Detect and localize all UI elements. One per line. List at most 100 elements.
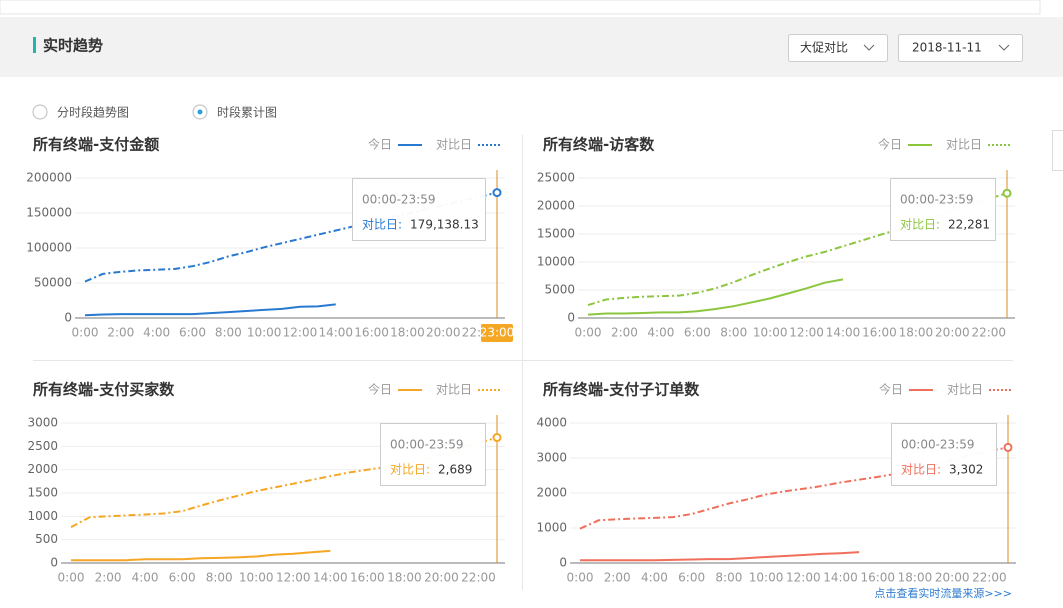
tooltip-value: 3,302	[949, 463, 983, 477]
y-tick-label: 2500	[27, 439, 58, 453]
crosshair-label: 23:00	[480, 326, 515, 340]
y-tick-label: 0	[64, 311, 72, 325]
x-tick-label: 12:00	[283, 326, 318, 340]
series-line	[580, 551, 860, 562]
tooltip-label: 对比日:	[900, 218, 940, 232]
x-tick-label: 4:00	[143, 326, 170, 340]
top-strip	[0, 0, 1041, 15]
tooltip-value: 22,281	[948, 218, 990, 232]
x-tick-label: 6:00	[684, 326, 711, 340]
x-tick-label: 14:00	[318, 326, 353, 340]
tooltip: 00:00-23:59 对比日: 179,138.13	[352, 178, 486, 241]
x-tick-label: 22:00	[971, 326, 1006, 340]
y-tick-label: 2000	[27, 462, 58, 476]
tooltip: 00:00-23:59 对比日: 22,281	[890, 178, 996, 241]
y-tick-label: 200000	[26, 171, 72, 185]
y-tick-label: 1000	[536, 521, 567, 535]
legend-label: 今日	[368, 382, 392, 397]
chart-title: 所有终端-支付子订单数	[543, 381, 700, 399]
y-tick-label: 2000	[536, 486, 567, 500]
x-tick-label: 4:00	[132, 571, 159, 585]
tooltip-time: 00:00-23:59	[362, 193, 436, 207]
x-tick-label: 18:00	[898, 571, 933, 585]
x-tick-label: 10:00	[239, 571, 274, 585]
hover-point	[1003, 442, 1013, 452]
hover-point	[492, 188, 502, 198]
x-tick-label: 8:00	[206, 571, 233, 585]
compare-select[interactable]: 大促对比	[788, 34, 888, 62]
radio-label[interactable]: 分时段趋势图	[57, 105, 129, 120]
tooltip-label: 对比日:	[901, 463, 941, 477]
y-tick-label: 4000	[536, 416, 567, 430]
x-tick-label: 18:00	[899, 326, 934, 340]
x-tick-label: 2:00	[95, 571, 122, 585]
x-tick-label: 8:00	[215, 326, 242, 340]
x-tick-label: 20:00	[424, 571, 459, 585]
tooltip: 00:00-23:59 对比日: 2,689	[380, 423, 486, 486]
tooltip-value: 2,689	[438, 463, 472, 477]
y-tick-label: 1000	[27, 509, 58, 523]
x-tick-label: 16:00	[354, 326, 389, 340]
radio-dot	[197, 109, 203, 115]
title-accent	[33, 37, 36, 53]
y-tick-label: 0	[559, 556, 567, 570]
x-tick-label: 6:00	[678, 571, 705, 585]
chart-title: 所有终端-支付买家数	[33, 381, 175, 399]
tooltip-time: 00:00-23:59	[390, 438, 464, 452]
x-tick-label: 16:00	[862, 326, 897, 340]
legend-label: 今日	[878, 137, 902, 152]
footer-link[interactable]: 点击查看实时流量来源>>>	[874, 586, 1012, 600]
x-tick-label: 22:00	[461, 571, 496, 585]
series-line	[84, 303, 336, 317]
x-tick-label: 0:00	[72, 326, 99, 340]
select-text[interactable]: 大促对比	[800, 41, 848, 55]
y-tick-label: 1500	[27, 486, 58, 500]
x-tick-label: 2:00	[611, 326, 638, 340]
x-tick-label: 6:00	[179, 326, 206, 340]
x-tick-label: 10:00	[749, 571, 784, 585]
y-tick-label: 20000	[537, 199, 575, 213]
legend-label: 对比日	[946, 138, 982, 152]
select-caret	[863, 44, 875, 51]
x-tick-label: 0:00	[58, 571, 85, 585]
x-tick-label: 4:00	[641, 571, 668, 585]
series-line	[587, 278, 844, 316]
x-tick-label: 8:00	[720, 326, 747, 340]
legend-label: 对比日	[947, 383, 983, 397]
x-tick-label: 18:00	[387, 571, 422, 585]
radio[interactable]	[32, 104, 48, 120]
x-tick-label: 16:00	[350, 571, 385, 585]
date-select[interactable]: 2018-11-11	[898, 34, 1023, 62]
tooltip-label: 对比日:	[390, 463, 430, 477]
x-tick-label: 20:00	[426, 326, 461, 340]
x-tick-label: 12:00	[789, 326, 824, 340]
x-tick-label: 12:00	[786, 571, 821, 585]
y-tick-label: 100000	[26, 241, 72, 255]
y-tick-label: 500	[35, 532, 58, 546]
x-tick-label: 20:00	[935, 571, 970, 585]
select-box[interactable]	[788, 34, 888, 62]
select-box[interactable]	[898, 34, 1023, 62]
x-tick-label: 10:00	[247, 326, 282, 340]
x-tick-label: 0:00	[575, 326, 602, 340]
tooltip-box	[380, 423, 486, 486]
crosshair-label-box	[481, 324, 513, 342]
select-caret	[998, 44, 1010, 51]
select-text[interactable]: 2018-11-11	[912, 41, 982, 55]
x-tick-label: 4:00	[647, 326, 674, 340]
tooltip-box	[891, 423, 997, 486]
y-tick-label: 150000	[26, 206, 72, 220]
x-tick-label: 0:00	[567, 571, 594, 585]
tooltip-box	[352, 178, 486, 241]
radio-label[interactable]: 时段累计图	[217, 105, 277, 120]
legend-label: 对比日	[436, 138, 472, 152]
tooltip-label: 对比日:	[362, 218, 402, 232]
series-line	[84, 191, 498, 283]
tooltip-value: 179,138.13	[410, 218, 479, 232]
y-tick-label: 10000	[537, 255, 575, 269]
tooltip-time: 00:00-23:59	[901, 438, 975, 452]
tooltip-time: 00:00-23:59	[900, 193, 974, 207]
series-line	[71, 549, 331, 562]
x-tick-label: 12:00	[276, 571, 311, 585]
